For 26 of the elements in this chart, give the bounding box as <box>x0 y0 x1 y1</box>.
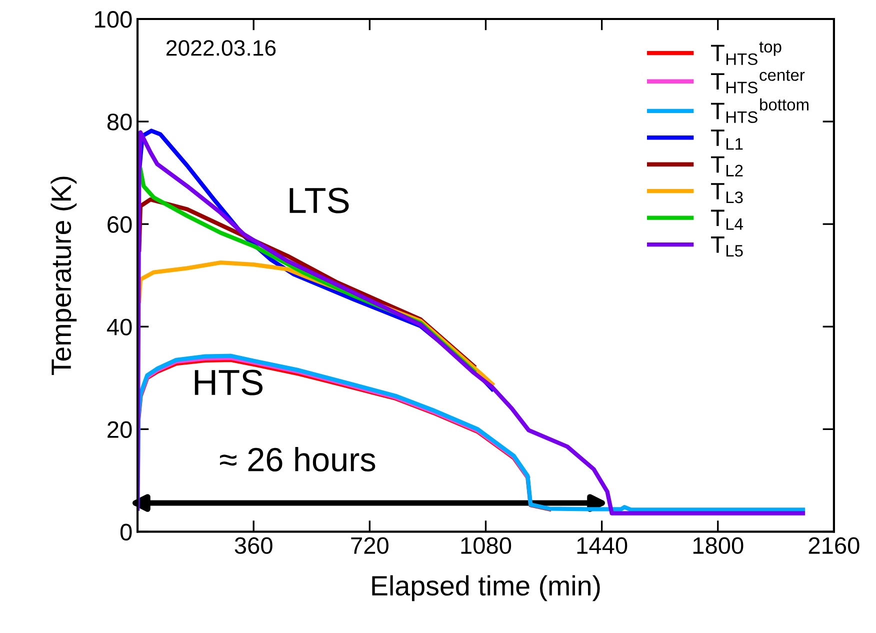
legend-label: T$_{HTS}$$^{top}$ <box>710 42 782 66</box>
x-tick-label: 360 <box>234 537 272 554</box>
x-axis-title: Elapsed time (min) <box>372 575 600 602</box>
legend-label: T$_{L2}$ <box>710 156 743 176</box>
annotation: LTS <box>290 188 349 214</box>
annotation: 2022.03.16 <box>166 40 276 56</box>
y-axis-title: Temperature (K) <box>50 176 77 376</box>
legend-label: T$_{L3}$ <box>710 183 743 204</box>
annotation: ≈ 26 hours <box>220 446 376 472</box>
legend-label: T$_{HTS}$$^{bottom}$ <box>710 98 808 123</box>
legend-label: T$_{HTS}$$^{center}$ <box>710 70 805 94</box>
y-tick-label: 20 <box>108 421 132 438</box>
y-tick-label: 0 <box>120 524 132 541</box>
y-tick-label: 60 <box>108 216 132 233</box>
annotation: HTS <box>194 370 263 396</box>
legend-label: T$_{L4}$ <box>710 210 744 230</box>
y-tick-label: 100 <box>95 11 132 28</box>
x-tick-label: 1080 <box>461 537 512 554</box>
y-tick-label: 80 <box>107 114 132 130</box>
legend-label: T$_{L1}$ <box>710 130 743 150</box>
x-tick-label: 1440 <box>577 537 628 554</box>
x-tick-label: 720 <box>351 537 388 554</box>
y-tick-label: 40 <box>106 318 132 336</box>
x-tick-label: 2160 <box>808 537 860 554</box>
x-tick-label: 1800 <box>693 537 744 554</box>
legend-label: T$_{L5}$ <box>710 236 743 257</box>
